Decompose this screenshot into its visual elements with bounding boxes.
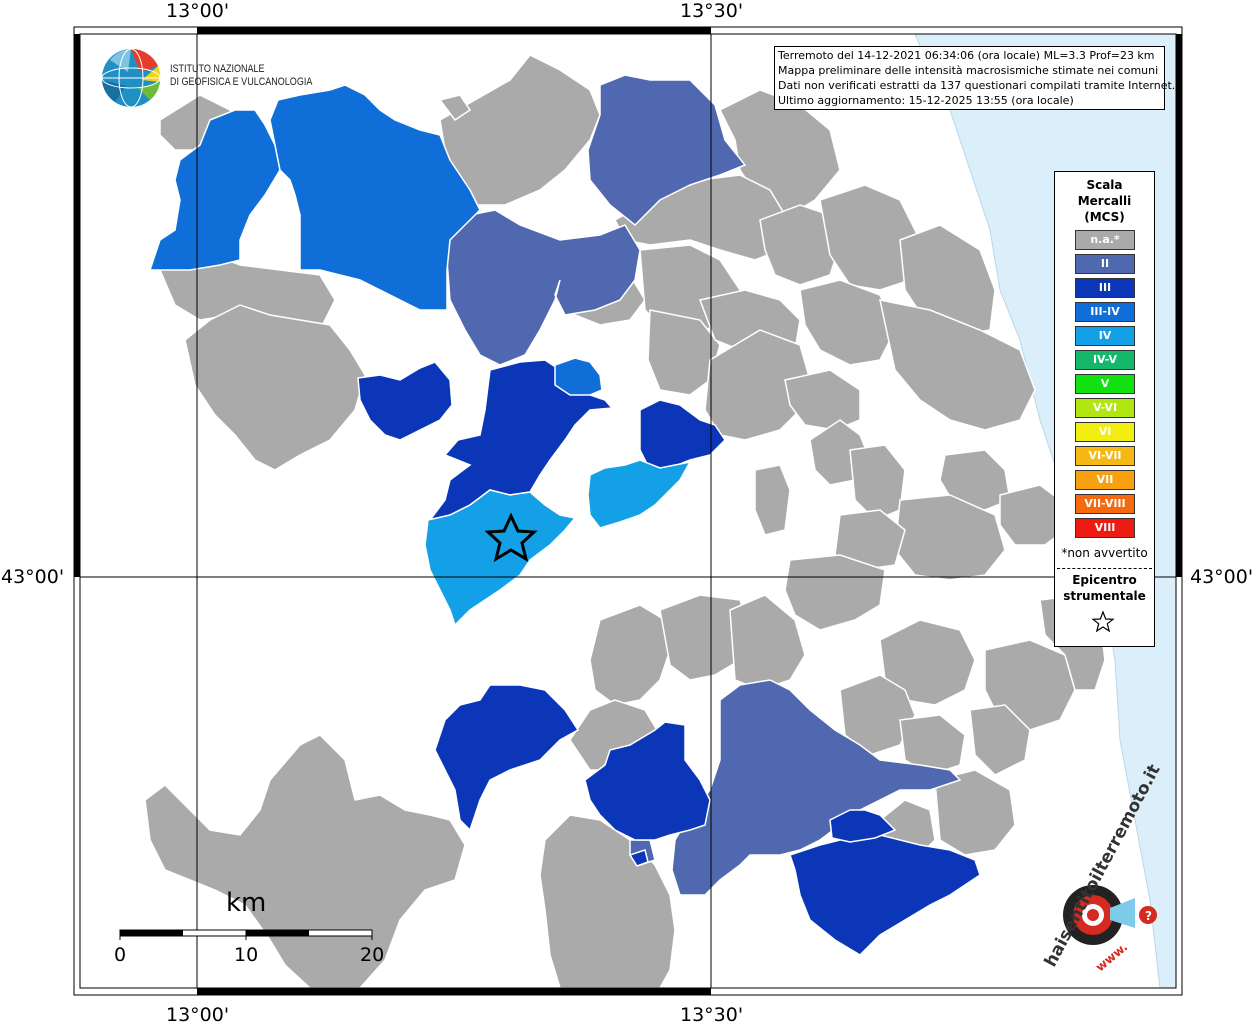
info-line-1: Terremoto del 14-12-2021 06:34:06 (ora l… [778, 49, 1155, 62]
legend-item-na: n.a.* [1075, 230, 1135, 250]
municipalities-na [144, 54, 1106, 989]
ingv-globe-icon [101, 48, 161, 108]
info-line-3: Dati non verificati estratti da 137 ques… [778, 79, 1176, 92]
municipalities-iii [357, 359, 981, 956]
legend-item-v-vi: V-VI [1075, 398, 1135, 418]
legend-item-iv: IV [1075, 326, 1135, 346]
municipalities-ii [446, 74, 962, 896]
ingv-line-2: DI GEOFISICA E VULCANOLOGIA [170, 76, 313, 88]
legend-item-iv-v: IV-V [1075, 350, 1135, 370]
legend-item-vii: VII [1075, 470, 1135, 490]
info-line-4: Ultimo aggiornamento: 15-12-2025 13:55 (… [778, 94, 1074, 107]
legend-title-1: Scala [1086, 178, 1123, 192]
legend-star-icon [1091, 610, 1115, 633]
scale-bar [119, 929, 373, 940]
legend-epicenter-2: strumentale [1063, 589, 1146, 603]
legend-item-iii: III [1075, 278, 1135, 298]
ingv-name: ISTITUTO NAZIONALE DI GEOFISICA E VULCAN… [170, 63, 312, 89]
coord-bottom-right: 13°30' [680, 1004, 744, 1026]
haisentito-question: ? [1145, 909, 1152, 923]
legend-title-3: (MCS) [1084, 210, 1125, 224]
scale-label-0: 0 [114, 944, 127, 966]
legend-epicenter-label: Epicentro strumentale [1055, 572, 1154, 604]
legend-item-vi-vii: VI-VII [1075, 446, 1135, 466]
scale-label-20: 20 [360, 944, 385, 966]
legend-item-vii-viii: VII-VIII [1075, 494, 1135, 514]
graticule [80, 34, 1176, 988]
coord-right: 43°00' [1190, 566, 1254, 588]
map-frame [73, 26, 1183, 996]
epicenter-star [484, 512, 538, 563]
coord-top-left: 13°00' [166, 0, 230, 22]
legend-item-v: V [1075, 374, 1135, 394]
legend-item-vi: VI [1075, 422, 1135, 442]
legend-note: *non avvertito [1061, 546, 1148, 560]
event-info-box: Terremoto del 14-12-2021 06:34:06 (ora l… [774, 46, 1176, 110]
legend-epicenter-1: Epicentro [1072, 573, 1137, 587]
ingv-line-1: ISTITUTO NAZIONALE [170, 63, 265, 75]
info-line-2: Mappa preliminare delle intensità macros… [778, 64, 1159, 77]
legend-item-iii-iv: III-IV [1075, 302, 1135, 322]
scale-unit: km [226, 888, 267, 918]
municipalities-iii-iv [148, 84, 603, 396]
coord-left: 43°00' [1, 566, 65, 588]
legend-item-ii: II [1075, 254, 1135, 274]
intensity-legend: Scala Mercalli (MCS) n.a.* II III III-IV… [1054, 171, 1155, 647]
coord-bottom-left: 13°00' [166, 1004, 230, 1026]
legend-separator [1057, 568, 1152, 569]
legend-item-viii: VIII [1075, 518, 1135, 538]
coord-top-right: 13°30' [680, 0, 744, 22]
scale-label-10: 10 [234, 944, 259, 966]
legend-title-2: Mercalli [1077, 194, 1132, 208]
legend-title: Scala Mercalli (MCS) [1055, 177, 1154, 225]
haisentito-logo [1063, 885, 1157, 945]
